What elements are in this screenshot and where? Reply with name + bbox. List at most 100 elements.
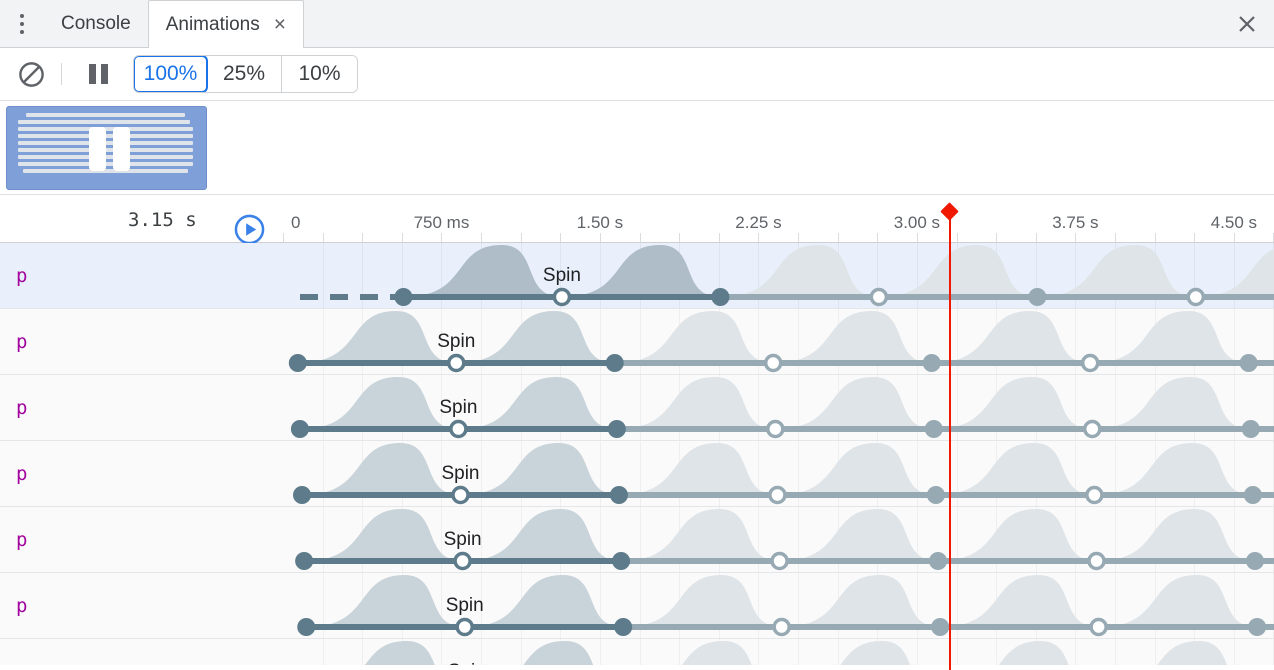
grid-line — [1114, 441, 1116, 506]
keyframe-marker[interactable] — [612, 552, 631, 570]
keyframe-marker[interactable] — [605, 354, 624, 372]
more-vertical-icon[interactable] — [0, 0, 44, 47]
keyframe-marker-mid[interactable] — [455, 617, 474, 637]
keyframe-marker-mid[interactable] — [1186, 287, 1206, 307]
animation-row-track[interactable]: Spin — [283, 441, 1274, 506]
grid-line — [639, 309, 641, 374]
keyframe-marker[interactable] — [1248, 618, 1267, 636]
ruler-tick-label: 4.50 s — [1210, 213, 1257, 232]
speed-button-10[interactable]: 10% — [282, 56, 357, 92]
grid-line — [718, 243, 720, 308]
grid-line — [1075, 243, 1077, 308]
grid-line — [639, 639, 641, 665]
keyframe-marker[interactable] — [711, 288, 730, 306]
grid-line — [1233, 243, 1235, 308]
ruler-tick-mark — [1233, 233, 1235, 242]
animation-track-graphic — [364, 641, 1228, 665]
keyframe-marker[interactable] — [922, 354, 941, 372]
grid-line — [1114, 573, 1116, 638]
keyframe-marker[interactable] — [1241, 420, 1260, 438]
grid-line — [1035, 243, 1037, 308]
animation-row-track[interactable]: Spin — [283, 639, 1274, 665]
keyframe-marker-mid[interactable] — [449, 419, 468, 439]
keyframe-marker[interactable] — [1028, 288, 1047, 306]
keyframe-marker[interactable] — [607, 420, 626, 438]
keyframe-marker-mid[interactable] — [1089, 617, 1108, 637]
grid-line — [441, 309, 443, 374]
play-circle-icon[interactable] — [234, 214, 265, 245]
easing-hill — [775, 377, 934, 429]
pause-bar — [88, 64, 96, 84]
grid-line — [1233, 375, 1235, 440]
pause-icon[interactable] — [79, 55, 117, 93]
ruler-tick-mark — [679, 233, 681, 242]
keyframe-marker[interactable] — [297, 618, 316, 636]
animation-row-track[interactable]: Spin — [283, 243, 1274, 308]
animation-row[interactable]: p Spin — [0, 507, 1274, 573]
grid-line — [916, 375, 918, 440]
keyframe-marker[interactable] — [609, 486, 628, 504]
keyframe-marker[interactable] — [929, 552, 948, 570]
clear-all-icon[interactable] — [12, 55, 50, 93]
grid-line — [877, 243, 879, 308]
keyframe-marker[interactable] — [1239, 354, 1258, 372]
keyframe-marker[interactable] — [924, 420, 943, 438]
animation-row-track[interactable]: Spin — [283, 375, 1274, 440]
keyframe-marker-mid[interactable] — [453, 551, 472, 571]
grid-line — [956, 507, 958, 572]
animation-row[interactable]: p Spin — [0, 309, 1274, 375]
keyframe-marker[interactable] — [931, 618, 950, 636]
easing-hill — [1094, 443, 1253, 495]
speed-button-100[interactable]: 100% — [134, 56, 208, 92]
animation-row[interactable]: p Spin — [0, 375, 1274, 441]
keyframe-marker[interactable] — [394, 288, 413, 306]
grid-line — [916, 441, 918, 506]
grid-line — [956, 309, 958, 374]
grid-line — [916, 309, 918, 374]
grid-line — [798, 507, 800, 572]
animation-row-track[interactable]: Spin — [283, 507, 1274, 572]
keyframe-marker-mid[interactable] — [451, 485, 470, 505]
animation-row-track[interactable]: Spin — [283, 573, 1274, 638]
animation-row-node-label: p — [16, 594, 28, 617]
keyframe-marker[interactable] — [288, 354, 307, 372]
keyframe-marker[interactable] — [293, 486, 312, 504]
keyframe-marker[interactable] — [290, 420, 309, 438]
easing-hill — [777, 443, 936, 495]
tab-animations[interactable]: Animations × — [147, 0, 304, 48]
keyframe-marker-mid[interactable] — [1080, 353, 1100, 373]
grid-line — [481, 639, 483, 665]
animation-preview-card[interactable] — [6, 105, 207, 190]
animation-track-graphic — [293, 443, 1274, 505]
speed-button-25[interactable]: 25% — [207, 56, 282, 92]
keyframe-marker-mid[interactable] — [770, 551, 789, 571]
keyframe-marker[interactable] — [926, 486, 945, 504]
keyframe-marker-mid[interactable] — [1087, 551, 1106, 571]
keyframe-marker-mid[interactable] — [772, 617, 791, 637]
close-icon[interactable] — [1231, 8, 1263, 40]
keyframe-marker[interactable] — [614, 618, 633, 636]
keyframe-marker-mid[interactable] — [1085, 485, 1104, 505]
animation-row[interactable]: p Spin — [0, 573, 1274, 639]
easing-hill — [618, 443, 778, 495]
keyframe-marker-mid[interactable] — [869, 287, 889, 307]
animation-row[interactable]: p Spin — [0, 441, 1274, 507]
keyframe-marker-mid[interactable] — [1083, 419, 1102, 439]
grid-line — [1233, 507, 1235, 572]
keyframe-marker-mid[interactable] — [447, 353, 466, 373]
keyframe-marker-mid[interactable] — [766, 419, 785, 439]
keyframe-marker-mid[interactable] — [763, 353, 783, 373]
animation-row[interactable]: p Spin — [0, 243, 1274, 309]
keyframe-marker[interactable] — [1245, 552, 1264, 570]
ruler-tick-mark — [283, 233, 284, 242]
tab-console[interactable]: Console — [44, 0, 148, 47]
keyframe-marker-mid[interactable] — [552, 287, 572, 307]
animation-row-track[interactable]: Spin — [283, 309, 1274, 374]
animation-preview-strip — [0, 101, 1274, 195]
tab-close-icon[interactable]: × — [273, 13, 286, 36]
keyframe-marker[interactable] — [295, 552, 314, 570]
animation-row[interactable]: p Spin — [0, 639, 1274, 665]
keyframe-marker[interactable] — [1243, 486, 1262, 504]
keyframe-marker-mid[interactable] — [768, 485, 787, 505]
